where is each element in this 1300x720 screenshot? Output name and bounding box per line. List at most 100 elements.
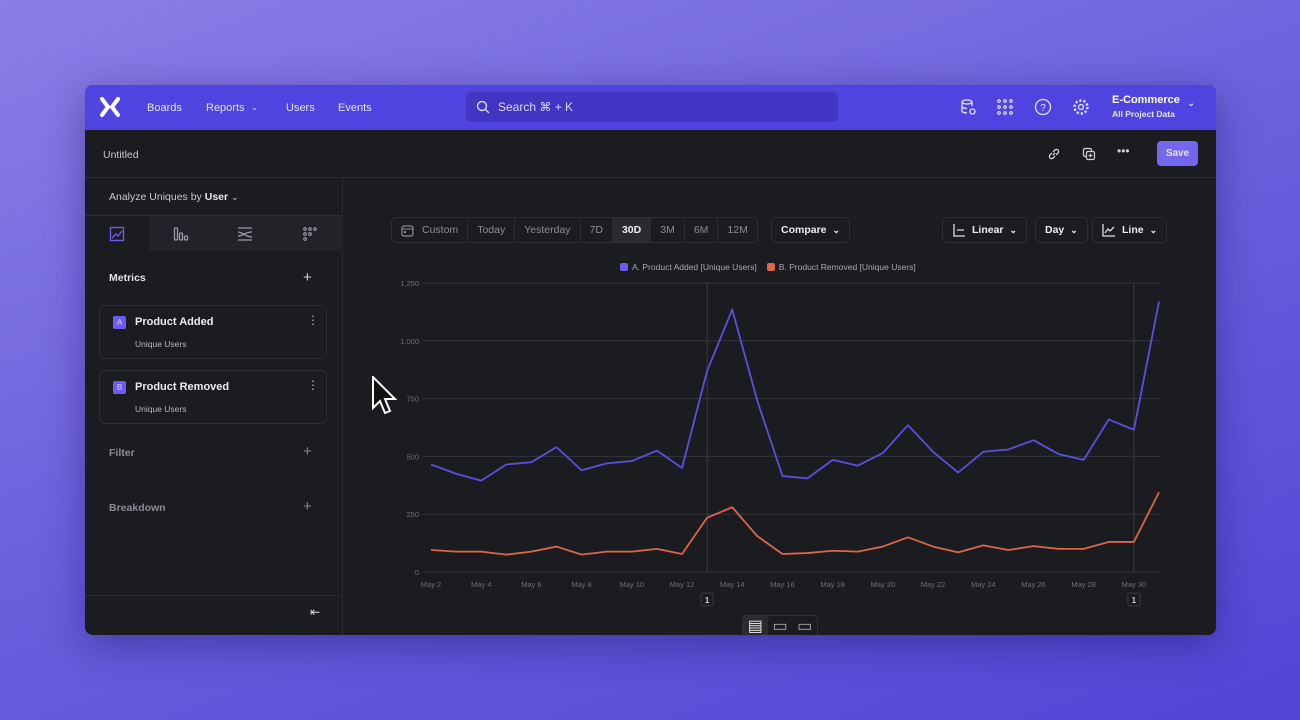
layout-split-icon[interactable]: ▤ (743, 616, 768, 635)
y-tick-label: 0 (415, 568, 419, 577)
legend-item-b[interactable]: B. Product Removed [Unique Users] (766, 262, 916, 272)
annotation-badge[interactable] (700, 592, 714, 607)
annotation-label: 1 (1132, 596, 1137, 605)
metric-name: Product Added (135, 316, 214, 328)
metric-name: Product Removed (135, 381, 230, 393)
range-3m[interactable]: 3M (651, 218, 685, 242)
legend-label: A. Product Added [Unique Users] (632, 262, 757, 272)
kebab-menu-icon[interactable]: ⋮ (307, 378, 319, 392)
scale-dropdown[interactable]: Linear ⌄ (942, 217, 1028, 243)
view-layout-toggle: ▤ ▭ ▭ (742, 615, 818, 635)
retention-grid-icon (303, 226, 317, 241)
analyze-value: User (204, 191, 229, 203)
interval-dropdown[interactable]: Day ⌄ (1035, 217, 1088, 243)
divider (85, 595, 343, 596)
filter-label: Filter (109, 447, 135, 459)
chevron-down-icon: ⌄ (231, 192, 239, 202)
nav-boards[interactable]: Boards (147, 101, 182, 114)
axis-icon (953, 224, 965, 237)
save-button[interactable]: Save (1157, 141, 1198, 166)
nav-users[interactable]: Users (286, 101, 315, 114)
x-tick-label: May 30 (1122, 580, 1147, 589)
chart-type-dropdown[interactable]: Line ⌄ (1092, 217, 1168, 243)
flows-icon (237, 226, 253, 241)
range-12m[interactable]: 12M (727, 224, 748, 236)
mouse-cursor-icon (372, 376, 398, 415)
x-tick-label: May 2 (421, 580, 441, 589)
analyze-selector[interactable]: Analyze Uniques by User ⌄ (109, 191, 239, 203)
legend-label: B. Product Removed [Unique Users] (778, 262, 916, 272)
gear-icon[interactable] (1072, 98, 1090, 116)
app-window: Boards Reports ⌄ Users Events Search ⌘ +… (85, 85, 1216, 635)
range-custom[interactable]: Custom (392, 218, 469, 242)
data-settings-icon[interactable] (959, 98, 977, 116)
x-tick-label: May 14 (720, 580, 745, 589)
link-icon[interactable] (1047, 147, 1061, 161)
metrics-label: Metrics (109, 272, 146, 284)
legend-swatch (766, 263, 775, 271)
range-30d[interactable]: 30D (612, 218, 652, 242)
help-icon[interactable]: ? (1034, 98, 1052, 116)
x-tick-label: May 20 (871, 580, 896, 589)
nav-reports-label: Reports (206, 101, 245, 114)
add-breakdown-button[interactable]: + (303, 498, 312, 515)
scale-label: Linear (972, 224, 1004, 236)
metric-letter-badge: A (113, 316, 126, 329)
search-placeholder: Search ⌘ + K (498, 100, 574, 114)
legend-swatch (620, 263, 628, 271)
chart-legend: A. Product Added [Unique Users] B. Produ… (620, 262, 916, 272)
x-tick-label: May 16 (770, 580, 795, 589)
metric-measure[interactable]: Unique Users (135, 339, 187, 349)
more-options-icon[interactable]: ••• (1117, 144, 1130, 158)
tab-insights[interactable] (85, 216, 149, 251)
x-tick-label: May 18 (820, 580, 845, 589)
y-tick-label: 1,250 (400, 279, 419, 288)
project-selector[interactable]: E-Commerce All Project Data (1112, 94, 1180, 119)
compare-dropdown[interactable]: Compare ⌄ (771, 217, 851, 243)
range-custom-label: Custom (422, 224, 459, 236)
line-chart: 0 250 500 750 1,000 1,250 May 2 May 4 May 6 May 8… (400, 279, 1161, 607)
layout-table-icon[interactable]: ▭ (797, 618, 813, 635)
interval-label: Day (1045, 224, 1065, 236)
x-tick-label: May 24 (971, 580, 996, 589)
annotation-badge[interactable] (1127, 592, 1141, 607)
line-chart-icon (1102, 224, 1115, 237)
layout-chart-icon[interactable]: ▭ (772, 618, 788, 635)
chevron-down-icon[interactable]: ⌄ (1187, 98, 1196, 109)
nav-reports[interactable]: Reports ⌄ (206, 85, 258, 130)
report-type-tabs (85, 215, 343, 251)
nav-events[interactable]: Events (338, 101, 372, 114)
y-tick-label: 500 (406, 452, 419, 461)
report-header: Untitled ••• Save (85, 130, 1216, 178)
metric-card-b[interactable]: B Product Removed Unique Users ⋮ (99, 370, 327, 424)
x-tick-label: May 26 (1021, 580, 1046, 589)
tab-retention[interactable] (277, 216, 343, 251)
search-input[interactable]: Search ⌘ + K (466, 92, 838, 122)
x-tick-label: May 12 (670, 580, 695, 589)
apps-grid-icon[interactable] (996, 98, 1014, 116)
calendar-icon (401, 224, 414, 237)
duplicate-icon[interactable] (1082, 147, 1096, 161)
chart-type-label: Line (1122, 224, 1144, 236)
tab-flows[interactable] (213, 216, 277, 251)
query-builder-panel: Analyze Uniques by User ⌄ Metrics + A Pr… (85, 178, 343, 635)
bar-chart-icon (173, 226, 189, 241)
x-tick-label: May 22 (921, 580, 946, 589)
range-6m[interactable]: 6M (685, 218, 719, 242)
logo-icon[interactable] (99, 96, 121, 118)
chevron-down-icon: ⌄ (1149, 224, 1158, 235)
add-filter-button[interactable]: + (303, 443, 312, 460)
range-7d[interactable]: 7D (581, 218, 613, 242)
kebab-menu-icon[interactable]: ⋮ (307, 313, 319, 327)
project-name: E-Commerce (1112, 94, 1180, 106)
legend-item-a[interactable]: A. Product Added [Unique Users] (620, 262, 757, 272)
x-tick-label: May 6 (521, 580, 541, 589)
metric-card-a[interactable]: A Product Added Unique Users ⋮ (99, 305, 327, 359)
range-today[interactable]: Today (468, 218, 516, 242)
tab-funnels[interactable] (149, 216, 213, 251)
report-title[interactable]: Untitled (103, 149, 139, 161)
add-metric-button[interactable]: + (303, 269, 312, 286)
collapse-panel-icon[interactable]: ⇤ (310, 605, 321, 619)
range-yesterday[interactable]: Yesterday (515, 218, 581, 242)
metric-measure[interactable]: Unique Users (135, 404, 187, 414)
